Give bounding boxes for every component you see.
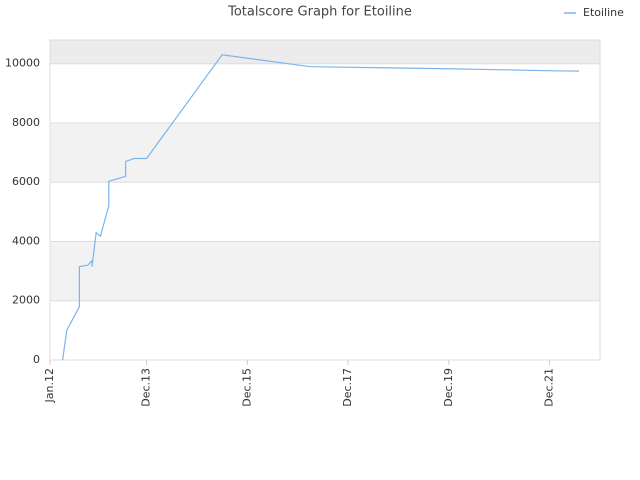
plot-border [49,39,601,361]
grid-band [50,40,600,64]
y-tick-label: 4000 [12,234,40,247]
y-tick-label: 8000 [12,116,40,129]
x-tick-label: Dec.15 [240,368,253,407]
legend-label: Etoiline [583,6,624,19]
grid-band [50,122,600,183]
line [62,54,580,361]
x-tick-label: Dec.21 [543,368,556,407]
x-tick-label: Jan.12 [43,368,56,403]
x-tick-label: Dec.19 [442,368,455,407]
grid-band [50,241,600,301]
y-tick-label: 2000 [12,294,40,307]
x-tick-label: Dec.17 [341,368,354,407]
y-tick-label: 6000 [12,175,40,188]
x-tick-label: Dec.13 [140,368,153,407]
chart-title: Totalscore Graph for Etoiline [227,5,412,20]
y-tick-label: 0 [33,353,40,366]
y-tick-label: 10000 [5,57,40,70]
